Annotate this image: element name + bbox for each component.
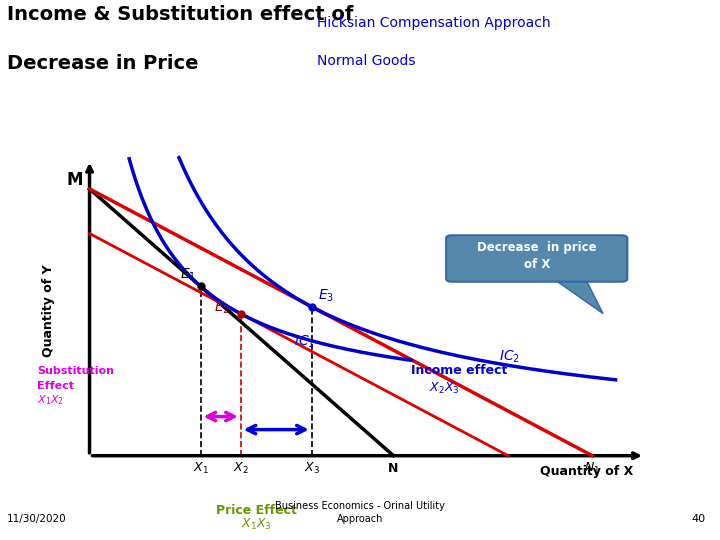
Polygon shape — [554, 279, 603, 314]
Text: Decrease  in price
of X: Decrease in price of X — [477, 241, 597, 271]
Text: $X_1$: $X_1$ — [193, 461, 209, 476]
Text: Effect: Effect — [37, 381, 74, 391]
Text: $X_1X_3$: $X_1X_3$ — [241, 517, 271, 532]
Text: Normal Goods: Normal Goods — [317, 54, 415, 68]
Text: Quantity of X: Quantity of X — [540, 465, 633, 478]
Text: M: M — [67, 171, 84, 189]
FancyBboxPatch shape — [446, 235, 627, 282]
Text: Hicksian Compensation Approach: Hicksian Compensation Approach — [317, 16, 550, 30]
Text: Price Effect: Price Effect — [216, 504, 297, 517]
Text: $IC_1$: $IC_1$ — [294, 334, 315, 350]
Text: $X_2$: $X_2$ — [233, 461, 248, 476]
Text: 11/30/2020: 11/30/2020 — [7, 514, 67, 524]
Text: Quantity of Y: Quantity of Y — [42, 265, 55, 357]
Text: $X_2 X_3$: $X_2 X_3$ — [428, 381, 459, 396]
Text: Business Economics - Orinal Utility
Approach: Business Economics - Orinal Utility Appr… — [275, 502, 445, 524]
Text: $X_3$: $X_3$ — [304, 461, 320, 476]
Text: $E_3$: $E_3$ — [318, 287, 333, 304]
Text: Income & Substitution effect of: Income & Substitution effect of — [7, 5, 354, 24]
Text: $X_1X_2$: $X_1X_2$ — [37, 394, 64, 407]
Text: $E_1$: $E_1$ — [180, 266, 196, 282]
Text: 40: 40 — [691, 514, 706, 524]
Text: Income effect: Income effect — [411, 364, 508, 377]
Text: $N_1$: $N_1$ — [584, 461, 600, 476]
Text: Substitution: Substitution — [37, 367, 114, 376]
Text: Decrease in Price: Decrease in Price — [7, 54, 199, 73]
Text: $E_2$: $E_2$ — [215, 300, 230, 316]
Text: $IC_2$: $IC_2$ — [499, 349, 520, 365]
Text: N: N — [388, 462, 399, 475]
